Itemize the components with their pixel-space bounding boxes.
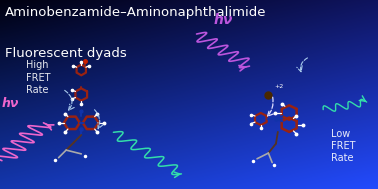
Text: hν: hν <box>214 13 233 27</box>
Text: hν: hν <box>2 97 19 110</box>
Text: Fluorescent dyads: Fluorescent dyads <box>5 47 126 60</box>
Text: High
FRET
Rate: High FRET Rate <box>26 60 51 95</box>
Text: +2: +2 <box>274 84 283 89</box>
Text: Low
FRET
Rate: Low FRET Rate <box>331 129 355 163</box>
Text: Aminobenzamide–Aminonaphthalimide: Aminobenzamide–Aminonaphthalimide <box>5 6 266 19</box>
